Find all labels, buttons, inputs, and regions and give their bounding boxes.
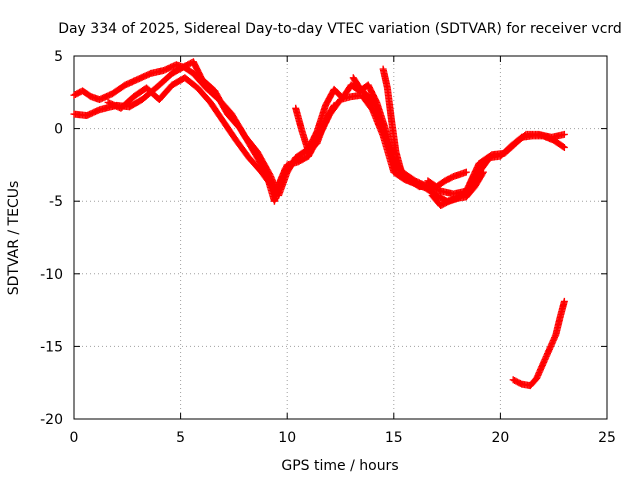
x-tick-label: 0: [70, 430, 79, 446]
y-tick-label: -20: [40, 412, 63, 428]
y-tick-label: -15: [40, 339, 63, 355]
x-tick-label: 10: [278, 430, 296, 446]
series-track-6: [379, 65, 432, 191]
y-axis-label: SDTVAR / TECUs: [6, 181, 22, 296]
y-tick-label: -10: [40, 267, 63, 283]
tick-labels: 0 5 10 15 20 25 5 0 -5 -10 -15 -20: [40, 49, 616, 446]
series-track-7: [424, 168, 470, 191]
x-tick-label: 25: [598, 430, 616, 446]
plot-frame: [73, 55, 608, 420]
series-track-4: [292, 101, 338, 156]
x-tick-label: 5: [176, 430, 185, 446]
y-tick-label: -5: [49, 194, 63, 210]
x-axis-label: GPS time / hours: [281, 458, 398, 474]
axes: [73, 55, 608, 420]
series-track-3: [104, 74, 289, 196]
x-tick-label: 20: [491, 430, 509, 446]
data-point: [560, 297, 568, 305]
series-track-8: [428, 168, 487, 210]
data-point: [330, 101, 338, 109]
data-point: [479, 169, 487, 177]
data-point: [281, 165, 289, 173]
grid-lines: [74, 56, 607, 419]
data-point: [479, 168, 487, 176]
data-point: [560, 130, 568, 138]
data-marks: [70, 58, 568, 390]
y-tick-label: 5: [54, 49, 63, 65]
y-tick-label: 0: [54, 122, 63, 138]
data-point: [559, 143, 567, 151]
data-point: [462, 168, 470, 176]
chart-title: Day 334 of 2025, Sidereal Day-to-day VTE…: [58, 21, 622, 37]
series-track-2: [70, 61, 568, 199]
x-tick-label: 15: [385, 430, 403, 446]
series-track-9: [509, 297, 568, 390]
data-point: [560, 143, 568, 151]
data-point: [329, 103, 337, 111]
